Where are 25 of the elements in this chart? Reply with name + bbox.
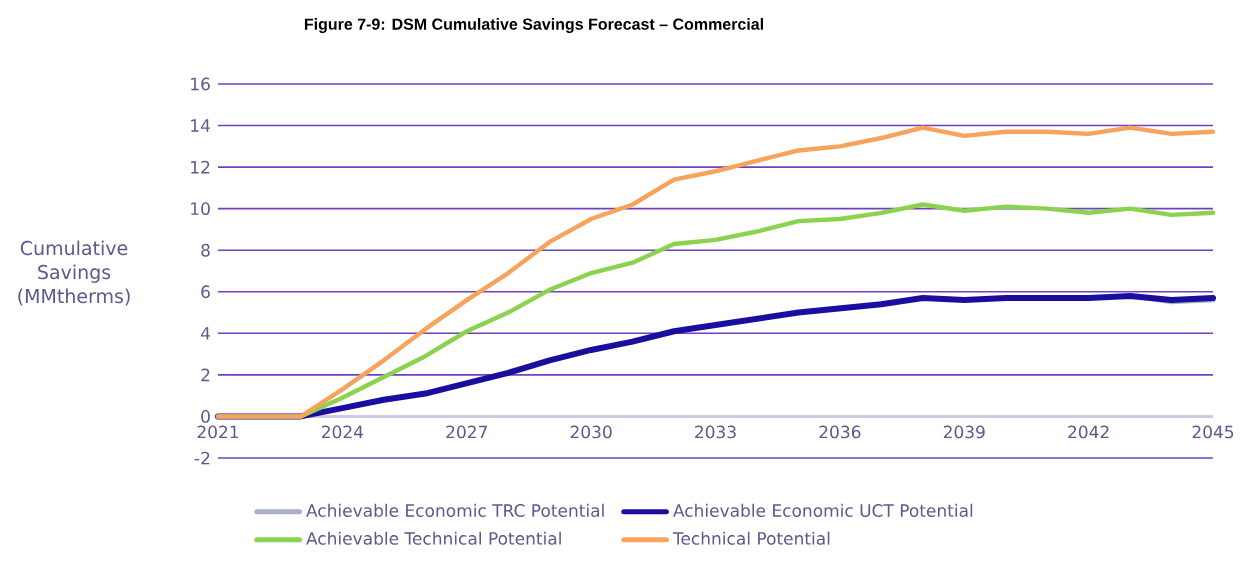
- legend-label: Achievable Economic UCT Potential: [673, 503, 973, 517]
- legend-label: Achievable Technical Potential: [306, 531, 561, 545]
- y-tick-label: 14: [191, 119, 210, 132]
- y-tick-label: 6: [201, 285, 210, 299]
- x-tick-label: 2024: [322, 425, 364, 439]
- y-tick-label: 10: [191, 202, 210, 216]
- x-tick-label: 2030: [570, 425, 612, 439]
- x-tick-label: 2027: [446, 425, 487, 439]
- x-tick-label: 2042: [1068, 425, 1109, 439]
- y-tick-label: 2: [201, 368, 210, 382]
- y-tick-label: 8: [201, 243, 210, 257]
- y-tick-label: 0: [201, 410, 210, 423]
- legend-label: Technical Potential: [672, 531, 830, 545]
- chart-title: Figure 7-9: DSM Cumulative Savings Forecast – Commercial: [304, 18, 763, 34]
- x-tick-label: 2039: [943, 425, 985, 439]
- x-tick-label: 2033: [695, 425, 736, 439]
- legend-label: Achievable Economic TRC Potential: [306, 503, 604, 517]
- y-tick-label: 4: [200, 327, 210, 340]
- y-tick-label: 16: [191, 77, 210, 91]
- y-tick-label: 12: [191, 160, 210, 174]
- x-tick-label: 2045: [1192, 425, 1234, 439]
- y-axis-title: Cumulative Savings (MMtherms): [18, 240, 130, 306]
- y-tick-label: -2: [194, 451, 210, 465]
- x-tick-label: 2021: [197, 425, 239, 439]
- x-tick-label: 2036: [819, 425, 861, 439]
